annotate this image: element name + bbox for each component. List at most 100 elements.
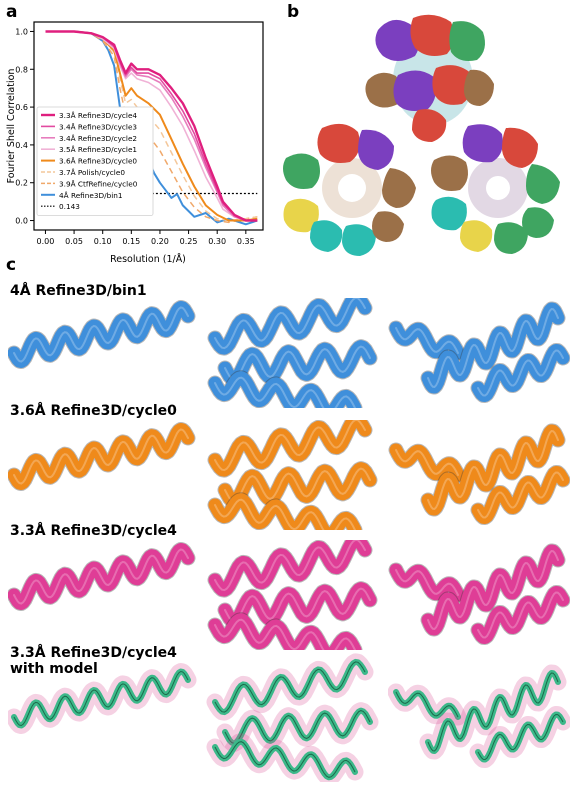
model-backbone xyxy=(13,670,189,727)
row-label-line2: with model xyxy=(10,661,98,677)
density-highlight xyxy=(427,429,559,511)
density-map-row2-col1 xyxy=(207,540,378,650)
fsc-chart: 0.00 0.05 0.10 0.15 0.20 0.25 0.30 0.35 0.0 0.2 0.… xyxy=(6,21,264,265)
legend-box xyxy=(36,106,154,216)
density-highlight xyxy=(13,306,189,363)
legend-entry: 3.4Å Refine3D/cycle3 xyxy=(59,122,137,131)
density-map-row1-col1 xyxy=(207,420,378,530)
x-tick-label: 0.20 xyxy=(151,237,169,246)
density-helix xyxy=(208,298,372,355)
density-helix xyxy=(8,301,195,368)
density-map-row0-col1 xyxy=(207,298,378,408)
density-helix xyxy=(8,423,195,490)
model-backbone xyxy=(214,741,356,778)
density-highlight xyxy=(13,548,189,605)
y-tick-label: 0.0 xyxy=(15,217,28,226)
legend-entry: 0.143 xyxy=(59,202,80,211)
legend-entry: 4Å Refine3D/bin1 xyxy=(59,191,123,200)
y-tick-label: 0.8 xyxy=(15,65,28,74)
density-map-row1-col0 xyxy=(8,422,196,491)
structure-top-view xyxy=(365,14,494,142)
fsc-series-line-3 xyxy=(45,30,258,222)
plot-frame xyxy=(33,21,264,231)
x-tick-label: 0.25 xyxy=(180,237,198,246)
y-tick-label: 0.2 xyxy=(15,179,28,188)
density-map-row0-col0 xyxy=(8,300,196,369)
density-highlight xyxy=(477,471,564,519)
density-highlight xyxy=(214,420,366,472)
panel-label-c: c xyxy=(6,255,17,275)
x-tick-label: 0.15 xyxy=(122,237,140,246)
density-helix xyxy=(8,543,195,610)
density-map-row3-col2 xyxy=(388,664,570,768)
model-backbone xyxy=(427,672,559,752)
panel-label-a: a xyxy=(6,2,18,22)
row-label-cycle0: 3.6Å Refine3D/cycle0 xyxy=(10,403,177,419)
legend-entry: 3.9Å CtfRefine/cycle0 xyxy=(59,179,138,188)
row-label-cycle4: 3.3Å Refine3D/cycle4 xyxy=(10,523,177,539)
row-label-line1: 3.3Å Refine3D/cycle4 xyxy=(10,645,177,661)
model-backbone xyxy=(214,661,366,713)
y-tick-label: 1.0 xyxy=(15,27,28,36)
density-highlight xyxy=(477,349,564,397)
density-map-row2-col2 xyxy=(388,543,570,645)
x-axis-label: Resolution (1/Å) xyxy=(110,253,186,265)
x-tick-label: 0.35 xyxy=(237,237,255,246)
density-highlight xyxy=(395,449,459,476)
density-highlight xyxy=(224,587,371,623)
density-helix xyxy=(208,540,372,597)
density-highlight xyxy=(224,467,371,503)
x-tick-label: 0.10 xyxy=(94,237,112,246)
density-map-row3-col1 xyxy=(206,653,379,782)
density-highlight xyxy=(395,327,459,354)
x-tick-label: 0.05 xyxy=(65,237,83,246)
density-helix xyxy=(218,582,377,628)
density-highlight xyxy=(427,549,559,631)
density-helix xyxy=(421,424,565,516)
density-helix xyxy=(389,443,465,482)
fsc-series-line-5 xyxy=(45,30,258,222)
density-helix xyxy=(389,563,465,602)
x-tick-label: 0.30 xyxy=(208,237,226,246)
y-axis-label: Fourier Shell Correlation xyxy=(6,69,17,184)
model-backbone xyxy=(477,713,564,761)
density-helix xyxy=(471,466,570,524)
legend-entry: 3.5Å Refine3D/cycle1 xyxy=(59,145,137,154)
panel-label-b: b xyxy=(287,2,300,22)
density-highlight xyxy=(214,298,366,350)
model-backbone xyxy=(395,691,459,718)
x-tick-label: 0.00 xyxy=(37,237,55,246)
structure-ring-right xyxy=(431,124,560,254)
row-label-bin1: 4Å Refine3D/bin1 xyxy=(10,283,147,299)
density-helix xyxy=(208,420,372,477)
legend-entry: 3.6Å Refine3D/cycle0 xyxy=(59,157,137,166)
model-backbone xyxy=(224,710,371,744)
density-helix xyxy=(389,321,465,360)
legend-entry: 3.4Å Refine3D/cycle2 xyxy=(59,134,137,143)
density-highlight xyxy=(224,345,371,381)
density-highlight xyxy=(395,569,459,596)
density-helix xyxy=(471,586,570,644)
density-helix xyxy=(218,462,377,508)
density-helix xyxy=(421,544,565,636)
density-helix xyxy=(208,493,362,530)
y-tick-label: 0.6 xyxy=(15,103,28,112)
structure-ring-left xyxy=(283,123,416,256)
density-highlight xyxy=(214,376,356,408)
chart-legend: 3.3Å Refine3D/cycle4 3.4Å Refine3D/cycle3… xyxy=(36,106,154,216)
density-map-row2-col0 xyxy=(8,542,196,611)
density-highlight xyxy=(214,618,356,650)
density-highlight xyxy=(13,428,189,485)
density-map-row1-col2 xyxy=(388,423,570,525)
row-label-cycle4-model: 3.3Å Refine3D/cycle4 with model xyxy=(10,645,177,677)
fsc-series-line-0 xyxy=(45,30,258,222)
density-highlight xyxy=(214,498,356,530)
density-helix xyxy=(421,302,565,394)
density-helix xyxy=(208,613,362,650)
density-helix xyxy=(471,344,570,402)
legend-entry: 3.7Å Polish/cycle0 xyxy=(59,168,125,177)
legend-entry: 3.3Å Refine3D/cycle4 xyxy=(59,111,137,120)
density-helix xyxy=(208,371,362,408)
density-map-row0-col2 xyxy=(388,301,570,403)
density-helix xyxy=(218,340,377,386)
